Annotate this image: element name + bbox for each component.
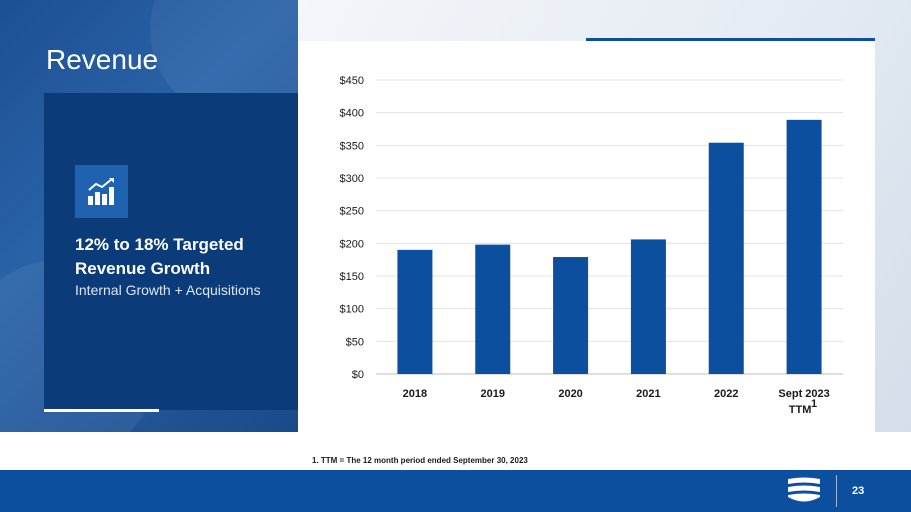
x-tick-label: 2021 <box>636 388 660 400</box>
revenue-chart-card: $0 $50 $100 $150 $200 $250 $300 $350 $400 $450 201… <box>298 41 875 432</box>
y-tick-label: $350 <box>340 140 364 152</box>
card-accent-line <box>586 38 875 42</box>
x-tick-sublabel: TTM <box>789 404 812 416</box>
x-tick-label: 2019 <box>481 388 505 400</box>
footer-divider <box>836 475 837 507</box>
y-tick-label: $0 <box>352 369 364 381</box>
bar-2019 <box>475 244 511 374</box>
x-tick-label: 2022 <box>714 388 738 400</box>
y-tick-label: $150 <box>340 271 364 283</box>
panel-underline <box>44 409 159 412</box>
x-tick-label: 2020 <box>558 388 582 400</box>
y-tick-label: $450 <box>340 75 364 87</box>
y-tick-label: $250 <box>340 206 364 218</box>
y-tick-label: $400 <box>340 108 364 120</box>
company-logo <box>786 476 822 511</box>
bar-2022 <box>708 142 744 374</box>
bar-2018 <box>397 249 433 374</box>
growth-headline: 12% to 18% Targeted Revenue Growth <box>75 235 244 278</box>
bar-sept-2023 <box>786 119 822 374</box>
y-tick-label: $200 <box>340 238 364 250</box>
bar-2020 <box>553 257 589 374</box>
y-tick-label: $50 <box>346 336 364 348</box>
growth-subline: Internal Growth + Acquisitions <box>75 282 261 298</box>
page-number: 23 <box>852 485 865 497</box>
footer-bar <box>0 470 911 512</box>
info-panel <box>44 93 298 410</box>
revenue-bar-chart: $0 $50 $100 $150 $200 $250 $300 $350 $400 $450 201… <box>340 75 843 416</box>
footnote-marker: 1 <box>811 398 817 410</box>
chart-growth-icon <box>75 165 128 218</box>
bar-2021 <box>630 239 666 374</box>
x-tick-label: Sept 2023 <box>778 388 829 400</box>
page-title: Revenue <box>46 44 159 75</box>
x-tick-label: 2018 <box>403 388 427 400</box>
y-tick-label: $100 <box>340 304 364 316</box>
footnote: 1. TTM = The 12 month period ended Septe… <box>312 456 528 465</box>
y-tick-label: $300 <box>340 173 364 185</box>
